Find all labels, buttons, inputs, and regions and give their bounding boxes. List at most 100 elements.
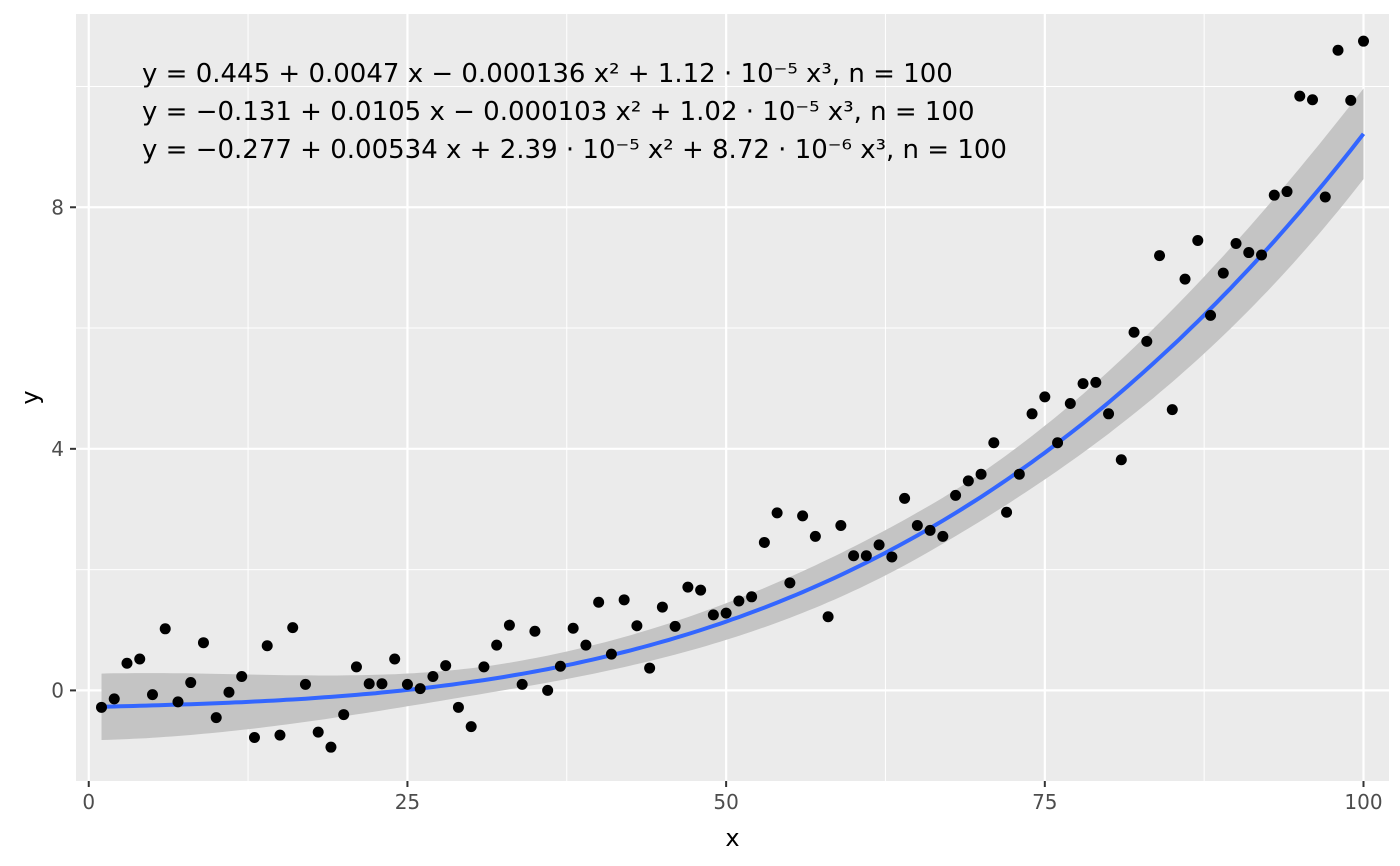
data-point	[720, 607, 732, 619]
data-point	[1256, 249, 1268, 261]
data-point	[1001, 506, 1013, 518]
data-point	[1281, 186, 1293, 198]
data-point	[312, 726, 324, 738]
data-points	[95, 35, 1370, 753]
data-point	[274, 729, 286, 741]
fit-curve	[101, 132, 1366, 709]
data-point	[491, 639, 503, 651]
data-point	[899, 492, 911, 504]
data-point	[1154, 250, 1166, 262]
data-point	[669, 620, 681, 632]
data-point	[924, 524, 936, 536]
data-point	[452, 701, 464, 713]
data-point	[236, 671, 248, 683]
x-tick-label: 25	[395, 790, 420, 814]
data-point	[797, 510, 809, 522]
data-point	[389, 653, 401, 665]
data-point	[1052, 437, 1064, 449]
data-point	[1077, 378, 1089, 390]
data-point	[860, 550, 872, 562]
data-point	[325, 741, 337, 753]
data-point	[1128, 326, 1140, 338]
data-point	[605, 648, 617, 660]
data-point	[1179, 273, 1191, 285]
equation-label: y = −0.131 + 0.0105 x − 0.000103 x² + 1.…	[142, 97, 975, 127]
fit-line	[101, 132, 1366, 709]
equation-label: y = −0.277 + 0.00534 x + 2.39 · 10⁻⁵ x² …	[142, 135, 1007, 165]
data-point	[465, 721, 477, 733]
data-point	[108, 693, 120, 705]
y-tick-label: 0	[51, 678, 64, 702]
data-point	[1103, 408, 1115, 420]
x-axis-title: x	[725, 824, 739, 852]
equation-annotations: y = 0.445 + 0.0047 x − 0.000136 x² + 1.1…	[142, 59, 1007, 165]
data-point	[338, 709, 350, 721]
data-point	[95, 701, 107, 713]
data-point	[299, 678, 311, 690]
data-point	[1205, 309, 1217, 321]
data-point	[593, 596, 605, 608]
data-point	[427, 671, 439, 683]
data-point	[911, 520, 923, 532]
data-point	[248, 732, 260, 744]
x-tick-label: 50	[713, 790, 738, 814]
data-point	[682, 581, 694, 593]
data-point	[1319, 191, 1331, 203]
data-point	[707, 609, 719, 621]
data-point	[1115, 454, 1127, 466]
data-point	[134, 653, 146, 665]
data-point	[542, 684, 554, 696]
data-point	[618, 594, 630, 606]
data-point	[1166, 404, 1178, 416]
data-point	[746, 591, 758, 603]
data-point	[159, 623, 171, 635]
data-point	[554, 660, 566, 672]
data-point	[962, 475, 974, 487]
data-point	[146, 689, 158, 701]
data-point	[376, 678, 388, 690]
data-point	[1243, 247, 1255, 259]
data-point	[223, 686, 235, 698]
data-point	[1332, 44, 1344, 56]
data-point	[580, 639, 592, 651]
data-point	[529, 625, 541, 637]
data-point	[401, 678, 413, 690]
data-point	[1230, 237, 1242, 249]
data-point	[121, 657, 133, 669]
data-point	[809, 530, 821, 542]
data-point	[1026, 408, 1038, 420]
data-point	[644, 662, 656, 674]
data-point	[988, 437, 1000, 449]
data-point	[414, 683, 426, 695]
data-point	[937, 530, 949, 542]
data-point	[478, 661, 490, 673]
data-point	[1345, 94, 1357, 106]
data-point	[631, 620, 643, 632]
data-point	[695, 584, 707, 596]
axes: 0 25 50 75 100 0 4 8	[51, 195, 1382, 814]
data-point	[771, 507, 783, 519]
data-point	[1217, 267, 1229, 279]
y-tick-label: 8	[51, 195, 64, 219]
x-tick-label: 0	[82, 790, 95, 814]
data-point	[210, 712, 222, 724]
data-point	[784, 577, 796, 589]
data-point	[185, 677, 197, 689]
data-point	[1039, 391, 1051, 403]
data-point	[440, 660, 452, 672]
grid-lines	[76, 14, 1389, 781]
x-tick-label: 75	[1032, 790, 1057, 814]
data-point	[733, 595, 745, 607]
data-point	[172, 696, 184, 708]
data-point	[886, 551, 898, 563]
data-point	[822, 611, 834, 623]
data-point	[950, 489, 962, 501]
data-point	[503, 619, 515, 631]
data-point	[1268, 189, 1280, 201]
data-point	[261, 640, 273, 652]
data-point	[1013, 468, 1025, 480]
y-axis-title: y	[16, 390, 44, 404]
y-tick-label: 4	[51, 437, 64, 461]
data-point	[363, 678, 375, 690]
